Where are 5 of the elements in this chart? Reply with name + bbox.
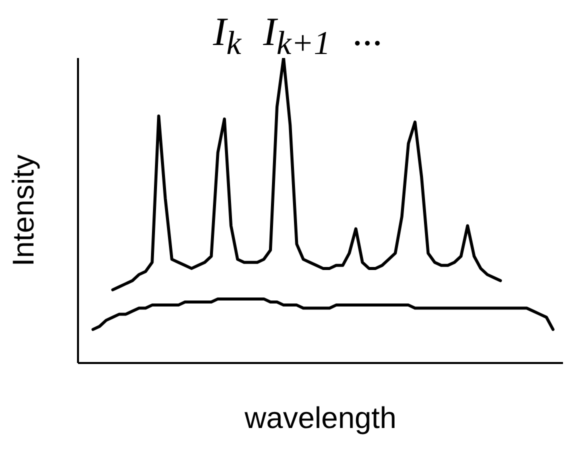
annotation: I$_{k+1}$	[263, 8, 330, 63]
text: ...	[352, 8, 382, 56]
y-axis-title: Intensity	[8, 154, 41, 266]
annotation: I$_{k}$	[213, 8, 242, 63]
x-axis-title: wavelength	[244, 402, 396, 435]
